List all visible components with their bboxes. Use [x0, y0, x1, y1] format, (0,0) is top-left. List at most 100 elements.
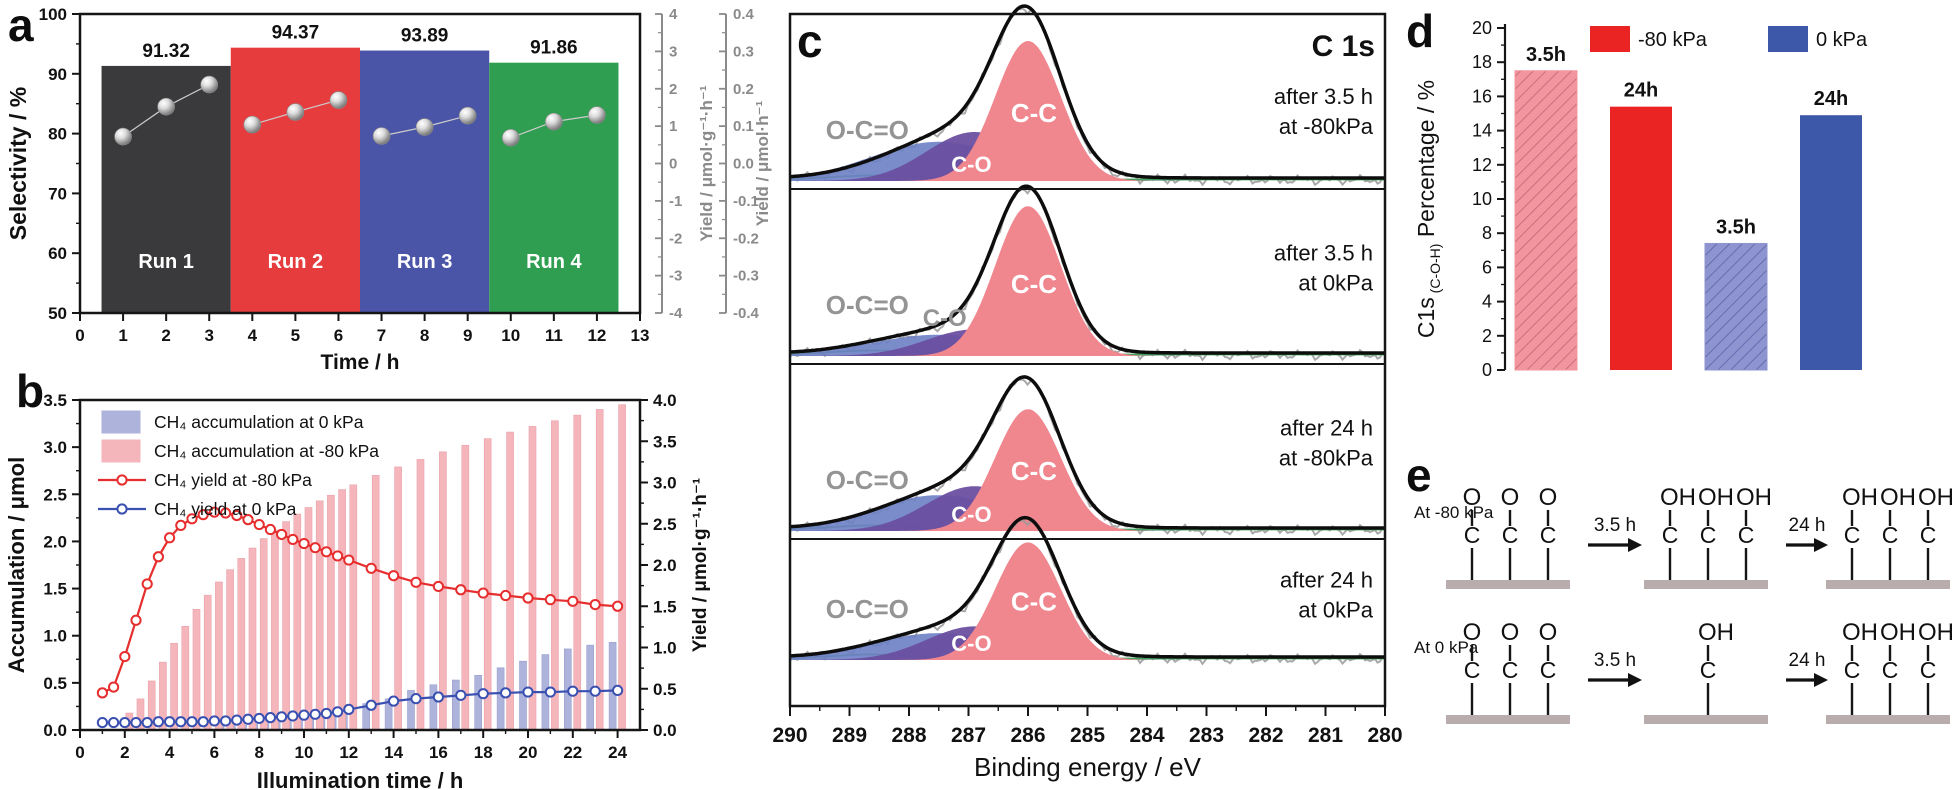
arrow-time-label: 3.5 h: [1594, 515, 1636, 536]
right-y-tick-label: 1.5: [653, 597, 677, 616]
yield-marker: [544, 594, 557, 606]
carbon-atom-label: C: [1882, 522, 1899, 548]
y-tick-label: 50: [48, 304, 67, 323]
legend-swatch: [101, 439, 141, 463]
substrate-bar: [1446, 715, 1570, 724]
carbon-atom-label: C: [1844, 657, 1861, 683]
accumulation-bar-80kpa: [215, 581, 223, 731]
selectivity-bar: [489, 62, 619, 313]
x-axis-title: Time / h: [321, 351, 400, 374]
right-axis-tick-label: 4: [669, 6, 678, 23]
right-y-tick-label: 2.5: [653, 515, 677, 534]
yield-marker: [612, 600, 624, 612]
legend-swatch: [1768, 26, 1808, 52]
co-component-purple: [790, 486, 1385, 531]
x-tick-label: 12: [587, 326, 606, 345]
yield-marker: [432, 691, 444, 703]
yield-marker: [186, 513, 198, 525]
yield-marker: [108, 716, 120, 729]
bar-value-label: 94.37: [272, 23, 320, 44]
yield-marker: [220, 715, 232, 727]
oxygen-atom-label: O: [1539, 619, 1558, 646]
yield-marker: [276, 711, 288, 723]
yield-marker: [298, 537, 310, 550]
bar-time-label: 3.5h: [1716, 216, 1756, 238]
hydroxyl-label: OH: [1880, 619, 1916, 646]
legend-marker: [116, 503, 128, 515]
right-axis-tick-label: -0.2: [733, 230, 759, 247]
x-tick-label: 7: [377, 326, 386, 345]
bar-time-label: 24h: [1624, 80, 1658, 102]
y-tick-label: 70: [48, 184, 67, 203]
substrate-bar: [1826, 715, 1950, 724]
cc-peak-label: C-C: [1011, 456, 1057, 486]
yield-marker: [220, 507, 232, 519]
oco-peak-label: O-C=O: [826, 465, 909, 495]
yield-marker: [141, 716, 153, 729]
oxygen-atom-label: O: [1463, 484, 1482, 511]
accumulation-bar-80kpa: [315, 500, 324, 731]
oxygen-atom-label: O: [1501, 619, 1520, 646]
x-tick-label: 288: [891, 724, 926, 747]
spectrum-annotation-line1: after 24 h: [1280, 568, 1373, 593]
selectivity-bar: [230, 47, 360, 314]
selectivity-sphere: [286, 103, 305, 121]
accumulation-bar-0kpa: [451, 679, 460, 731]
yield-marker: [96, 687, 109, 699]
y-tick-label: 12: [1472, 155, 1492, 175]
accumulation-bar-80kpa: [551, 420, 559, 731]
arrow-head: [1814, 673, 1828, 687]
right-axis-tick-label: -1: [669, 193, 682, 210]
x-tick-label: 11: [545, 326, 563, 345]
accumulation-bar-80kpa: [248, 547, 257, 731]
right-axis-tick-label: 0.3: [733, 43, 754, 60]
oxygen-atom-label: O: [1539, 484, 1558, 511]
y-tick-label: 3.5: [43, 391, 67, 410]
right-y-tick-label: 4.0: [653, 391, 677, 410]
substrate-bar: [1644, 580, 1768, 589]
accumulation-bar-80kpa: [618, 404, 626, 731]
yield-marker: [500, 589, 512, 602]
panel-c: O-C=O C-O C-C after 3.5 h at -80kPa O-C=O C-O C…: [745, 0, 1405, 790]
panel-a: 91.32 Run 1 94.37 Run 2 93.89 Run 3 91.86 Run 4…: [0, 0, 800, 380]
y-tick-label: 2.5: [43, 485, 67, 504]
yield-marker: [152, 716, 164, 728]
yield-marker: [455, 584, 467, 596]
x-tick-label: 2: [120, 743, 129, 762]
right-y-tick-label: 0.5: [653, 680, 677, 699]
x-tick-label: 13: [631, 326, 650, 345]
accumulation-bar-80kpa: [271, 529, 279, 731]
accumulation-bar-80kpa: [259, 538, 268, 731]
carbon-atom-label: C: [1738, 522, 1755, 548]
x-tick-label: 8: [254, 743, 263, 762]
percentage-bar: [1610, 106, 1672, 370]
panel-d-chart: 0 2 4 6 8 10 12 14 16 18 20 3.5h 24h 3.5h 24h -80 kPa 0 …: [1413, 18, 1868, 380]
x-tick-label: 24: [608, 743, 627, 762]
selectivity-sphere: [545, 112, 563, 131]
yield-marker: [410, 576, 422, 588]
x-tick-label: 20: [519, 743, 538, 762]
yield-marker: [589, 685, 601, 697]
accumulation-bar-80kpa: [371, 475, 380, 731]
carbon-atom-label: C: [1700, 657, 1717, 683]
right-axis-tick-label: 2: [669, 81, 677, 98]
panel-d: 0 2 4 6 8 10 12 14 16 18 20 3.5h 24h 3.5h 24h -80 kPa 0 …: [1400, 0, 1953, 425]
accumulation-bar-80kpa: [483, 438, 492, 731]
accumulation-bar-0kpa: [429, 684, 438, 731]
right-y-tick-label: 1.0: [653, 639, 677, 658]
y-tick-label: 1.0: [43, 627, 67, 646]
legend-label: CH₄ yield at 0 kPa: [154, 499, 297, 519]
y-tick-label: 0: [1482, 360, 1492, 380]
run-label: Run 4: [526, 251, 582, 273]
y-tick-label: 100: [39, 5, 67, 24]
right-axis-tick-label: 0.1: [733, 118, 754, 135]
x-tick-label: 9: [463, 326, 472, 345]
yield-marker: [253, 518, 265, 531]
accumulation-bar-0kpa: [474, 675, 483, 731]
carbon-atom-label: C: [1700, 522, 1717, 548]
selectivity-sphere: [458, 106, 477, 125]
y-tick-label: 0.0: [43, 721, 67, 740]
legend-label: -80 kPa: [1638, 29, 1708, 51]
x-tick-label: 289: [832, 724, 867, 747]
